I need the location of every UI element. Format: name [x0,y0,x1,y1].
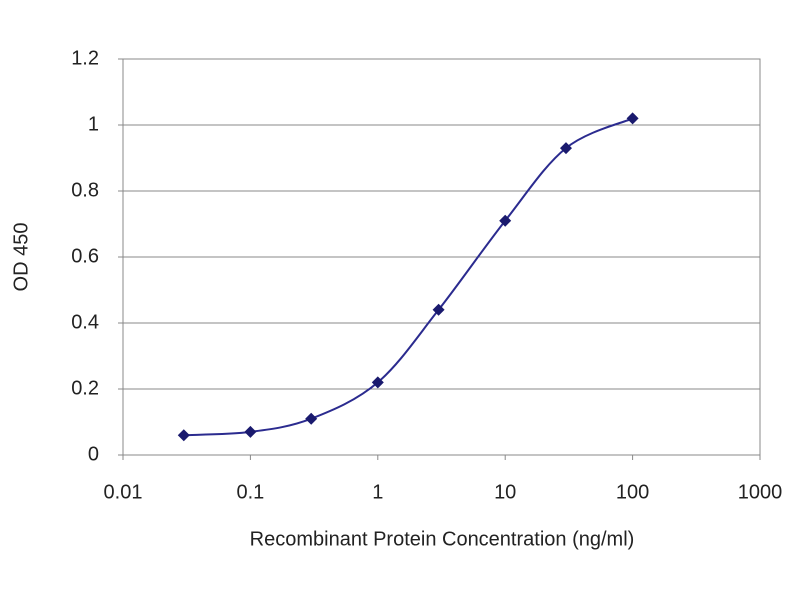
data-point [499,214,512,227]
y-tick-label: 1.2 [71,47,99,69]
y-tick-label: 0.4 [71,311,99,333]
x-tick-label: 100 [616,481,649,503]
data-point [559,142,572,155]
y-axis-title: OD 450 [10,223,32,292]
y-tick-label: 0 [88,443,99,465]
y-tick-label: 1 [88,113,99,135]
x-tick-label: 0.01 [104,481,143,503]
y-tick-label: 0.8 [71,179,99,201]
data-point [177,429,190,442]
data-point [626,112,639,125]
data-point [244,425,257,438]
x-tick-label: 1 [372,481,383,503]
y-tick-label: 0.6 [71,245,99,267]
y-tick-label: 0.2 [71,377,99,399]
x-axis-title: Recombinant Protein Concentration (ng/ml… [250,528,635,550]
x-tick-label: 1000 [738,481,783,503]
x-tick-label: 0.1 [236,481,264,503]
data-point [371,376,384,389]
x-tick-label: 10 [494,481,516,503]
series-line [183,117,634,437]
data-point [305,412,318,425]
data-point [432,303,445,316]
